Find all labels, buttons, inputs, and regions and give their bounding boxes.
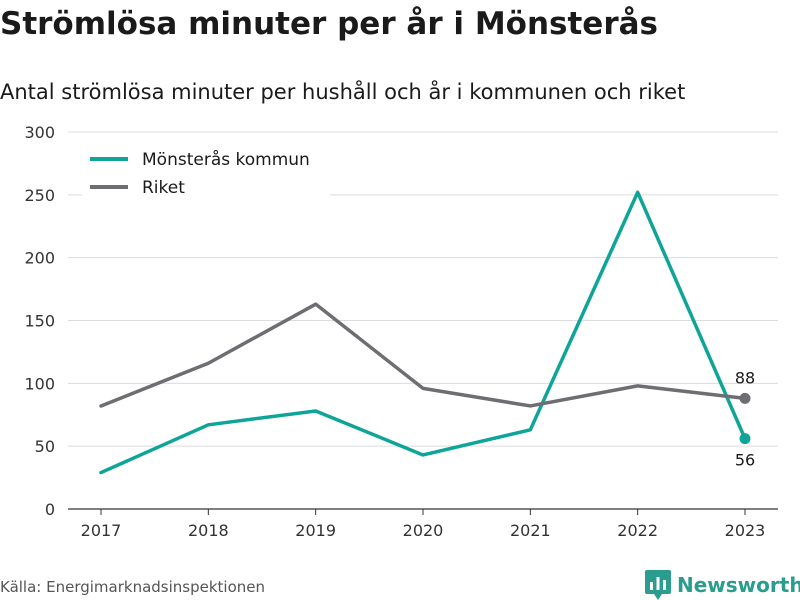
- end-value-label: 88: [735, 368, 755, 387]
- legend-label: Mönsterås kommun: [142, 149, 310, 170]
- end-value-label: 56: [735, 451, 755, 470]
- series-lines: 56 88: [99, 190, 755, 475]
- y-tick-label: 300: [24, 123, 55, 142]
- legend-box: [82, 144, 330, 200]
- x-axis: 2017 2018 2019 2020 2021 2022 2023: [68, 508, 778, 540]
- legend-label: Riket: [142, 178, 185, 198]
- end-point-marker: [739, 392, 751, 404]
- y-tick-label: 250: [24, 186, 55, 205]
- legend: Mönsterås kommun Riket: [82, 144, 330, 200]
- chart-title: Strömlösa minuter per år i Mönsterås: [0, 6, 658, 42]
- y-tick-label: 0: [45, 500, 55, 519]
- y-axis-ticks: 0 50 100 150 200 250 300: [24, 123, 55, 519]
- end-point-marker: [739, 433, 751, 445]
- x-tick-label: 2022: [617, 521, 658, 540]
- chart-subtitle: Antal strömlösa minuter per hushåll och …: [0, 80, 686, 104]
- y-tick-label: 100: [24, 374, 55, 393]
- source-note: Källa: Energimarknadsinspektionen: [0, 578, 266, 596]
- x-tick-label: 2019: [295, 521, 336, 540]
- y-tick-label: 150: [24, 312, 55, 331]
- x-tick-label: 2017: [81, 521, 122, 540]
- x-tick-label: 2023: [725, 521, 766, 540]
- brand-name: Newsworthy: [677, 573, 800, 597]
- bar-chart-logo-icon: [645, 570, 671, 600]
- series-line-2: [99, 302, 747, 408]
- x-tick-label: 2020: [403, 521, 444, 540]
- x-tick-label: 2018: [188, 521, 229, 540]
- brand-logo: Newsworthy: [645, 570, 800, 600]
- series-line-1: [99, 190, 747, 475]
- y-tick-label: 50: [35, 437, 55, 456]
- y-tick-label: 200: [24, 249, 55, 268]
- x-tick-label: 2021: [510, 521, 551, 540]
